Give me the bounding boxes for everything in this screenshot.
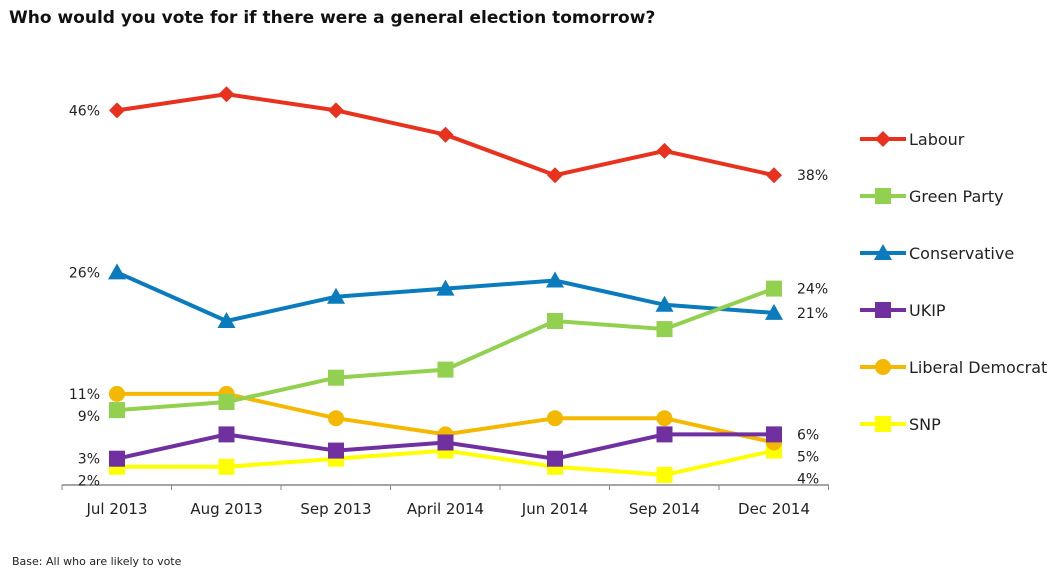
data-point (547, 410, 563, 427)
footnote: Base: All who are likely to vote (12, 555, 182, 568)
data-point (547, 313, 563, 329)
data-point (547, 167, 563, 184)
data-label: 9% (78, 409, 100, 425)
x-tick-label: Sep 2014 (629, 500, 700, 518)
data-point (655, 295, 674, 312)
data-point (108, 263, 126, 280)
data-point (327, 287, 345, 304)
data-point (328, 369, 344, 386)
data-label: 21% (797, 306, 828, 322)
data-label: 24% (797, 282, 828, 298)
legend-label: UKIP (909, 301, 946, 320)
legend-label: Liberal Democrat (909, 358, 1047, 377)
x-tick-label: April 2014 (407, 500, 484, 518)
data-point (546, 271, 564, 288)
data-point (437, 434, 454, 451)
data-point (437, 361, 454, 378)
x-tick-label: Sep 2013 (300, 500, 371, 518)
data-label: 11% (69, 387, 100, 403)
data-point (766, 426, 782, 443)
data-point (656, 466, 673, 483)
data-label: 2% (78, 474, 100, 490)
data-point (109, 102, 125, 119)
data-point (766, 280, 782, 297)
data-point (547, 450, 563, 467)
data-point (437, 126, 454, 143)
data-point (109, 450, 125, 467)
data-point (875, 131, 891, 147)
data-point (436, 279, 455, 296)
data-label: 46% (69, 103, 100, 119)
data-label: 38% (797, 168, 828, 184)
data-point (656, 410, 673, 427)
data-point (218, 458, 235, 475)
data-point (328, 442, 344, 459)
chart-title: Who would you vote for if there were a g… (9, 8, 656, 28)
data-label: 3% (78, 452, 100, 468)
data-point (109, 402, 125, 419)
x-tick-label: Aug 2013 (190, 500, 262, 518)
data-point (656, 426, 673, 443)
data-point (875, 359, 891, 375)
data-point (656, 321, 673, 338)
data-point (218, 86, 235, 103)
data-label: 26% (69, 265, 100, 281)
x-tick-label: Jul 2013 (85, 500, 147, 518)
data-point (875, 188, 891, 204)
data-point (766, 167, 782, 184)
data-label: 5% (797, 449, 819, 465)
legend-label: Conservative (909, 244, 1014, 263)
x-tick-label: Dec 2014 (738, 500, 810, 518)
legend-label: Green Party (909, 187, 1004, 206)
legend-label: Labour (909, 130, 965, 149)
x-tick-label: Jun 2014 (521, 500, 588, 518)
data-point (328, 102, 344, 119)
data-point (328, 410, 344, 427)
data-point (765, 303, 783, 320)
data-label: 4% (797, 471, 819, 487)
data-point (656, 142, 673, 159)
data-point (875, 302, 891, 318)
data-point (218, 426, 235, 443)
data-point (217, 312, 236, 328)
data-point (218, 394, 235, 410)
data-point (109, 385, 125, 402)
data-label: 6% (797, 427, 819, 443)
data-point (875, 416, 891, 432)
legend-label: SNP (909, 415, 941, 434)
data-point (874, 244, 892, 260)
